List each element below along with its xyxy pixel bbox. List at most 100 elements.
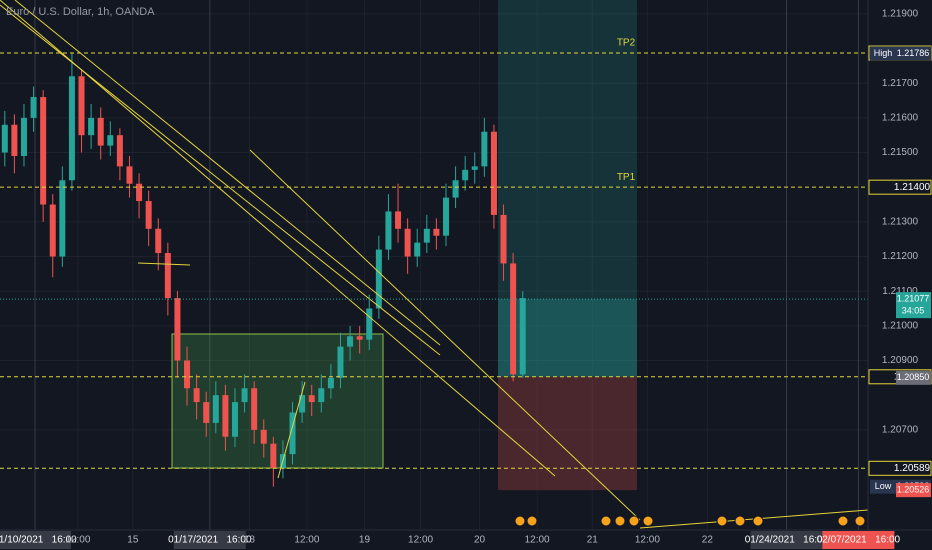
candle-body [366, 308, 373, 340]
profit-zone-filled [498, 299, 637, 377]
event-icon [600, 515, 612, 527]
candle-body [174, 298, 181, 361]
loss-zone [498, 376, 637, 491]
x-tick-label: 12:00 [525, 535, 550, 546]
candle-body [68, 76, 75, 181]
candle-body [318, 388, 325, 403]
candle-body [251, 388, 258, 430]
candle-body [462, 169, 469, 181]
candle-body [385, 211, 392, 250]
candle-body [97, 117, 104, 146]
levels: TP2 TP1 [0, 38, 868, 469]
trend-line [14, 0, 441, 346]
candle-body [356, 336, 363, 340]
y-tick-label: 1.21200 [882, 251, 919, 262]
event-icon [514, 515, 526, 527]
chart-title: Euro / U.S. Dollar, 1h, OANDA [6, 6, 155, 18]
trend-line [277, 381, 306, 479]
candle-body [40, 97, 47, 205]
x-tick-label: 20 [474, 535, 486, 546]
event-icon [837, 515, 849, 527]
axes: 1.21900 1.21700 1.21600 1.21500 1.21300 1.212… [0, 9, 932, 549]
candle-body [337, 346, 344, 378]
candle-body [241, 388, 248, 403]
candle-body [433, 228, 440, 236]
level-badge-label: 1.20589 [894, 463, 931, 474]
x-tick-label: 12:00 [294, 535, 319, 546]
candle-body [308, 395, 315, 403]
candle-body [347, 336, 354, 347]
x-tick-label: 01/10/2021 16:00 [0, 535, 77, 546]
level-badge [868, 460, 932, 476]
y-tick-label: 1.21000 [882, 320, 919, 331]
candle-body [519, 298, 526, 375]
y-tick-label: 1.21600 [882, 112, 919, 123]
candle-body [289, 412, 296, 455]
candle-body [184, 360, 191, 389]
candle-body [260, 429, 267, 444]
x-tick-label: 19 [359, 535, 371, 546]
badge-name: High [874, 48, 893, 58]
x-tick-label: 15 [127, 535, 139, 546]
x-tick-label: 22 [702, 535, 714, 546]
price-badge [896, 46, 931, 61]
x-tick-label: 21 [587, 535, 599, 546]
x-tick-box [822, 531, 895, 549]
candle-body [404, 228, 411, 257]
price-badge [896, 483, 931, 498]
y-tick-label: 1.21300 [882, 216, 919, 227]
zone [171, 333, 384, 469]
y-tick-label: 1.20900 [882, 355, 919, 366]
candle-body [510, 263, 517, 375]
candle-body [375, 249, 382, 309]
event-icon [642, 515, 654, 527]
event-icons [514, 515, 866, 527]
event-icon [752, 515, 764, 527]
candle-body [78, 76, 85, 136]
level-name: TP2 [617, 38, 636, 49]
x-tick-label: 01/17/2021 16:00 [168, 535, 252, 546]
event-icon [628, 515, 640, 527]
event-icon [526, 515, 538, 527]
badge-name-box [870, 46, 896, 61]
candle-body [20, 117, 27, 156]
candle-body [145, 201, 152, 229]
candle-body [299, 395, 306, 413]
candle-body [59, 180, 66, 257]
x-tick-label: 01/24/2021 16:00 [745, 535, 829, 546]
candle-body [30, 97, 37, 118]
price-badge-label: 1.21786 [897, 48, 930, 58]
x-tick-label: 12:00 [65, 535, 90, 546]
candle-body [193, 388, 200, 403]
y-tick-label: 1.20700 [882, 424, 919, 435]
price-badge-label: 1.21077 [897, 294, 930, 304]
x-tick-label: 12:00 [635, 535, 660, 546]
candle-body [270, 443, 277, 468]
candle-body [231, 402, 238, 437]
position-tool [498, 0, 637, 491]
badge-name: Low [875, 481, 892, 491]
candle-body [1, 124, 8, 153]
x-tick-label: 02/07/2021 16:00 [817, 535, 901, 546]
x-tick-label: 18 [244, 535, 256, 546]
drawings [0, 0, 869, 529]
candle-body [88, 117, 95, 136]
candle-body [11, 124, 18, 156]
grid [0, 0, 868, 530]
level-badge [868, 179, 932, 195]
candle-body [212, 395, 219, 423]
level-badge-label: 1.21400 [894, 182, 931, 193]
event-icon [614, 515, 626, 527]
candle-body [155, 228, 162, 254]
candle-body [481, 131, 488, 167]
price-badge [896, 292, 931, 319]
level-name: TP1 [617, 172, 636, 183]
event-icon [854, 515, 866, 527]
price-badge [896, 370, 931, 385]
event-icon [716, 515, 728, 527]
candle-body [107, 135, 114, 146]
candle-body [471, 166, 478, 170]
candle-body [414, 242, 421, 257]
